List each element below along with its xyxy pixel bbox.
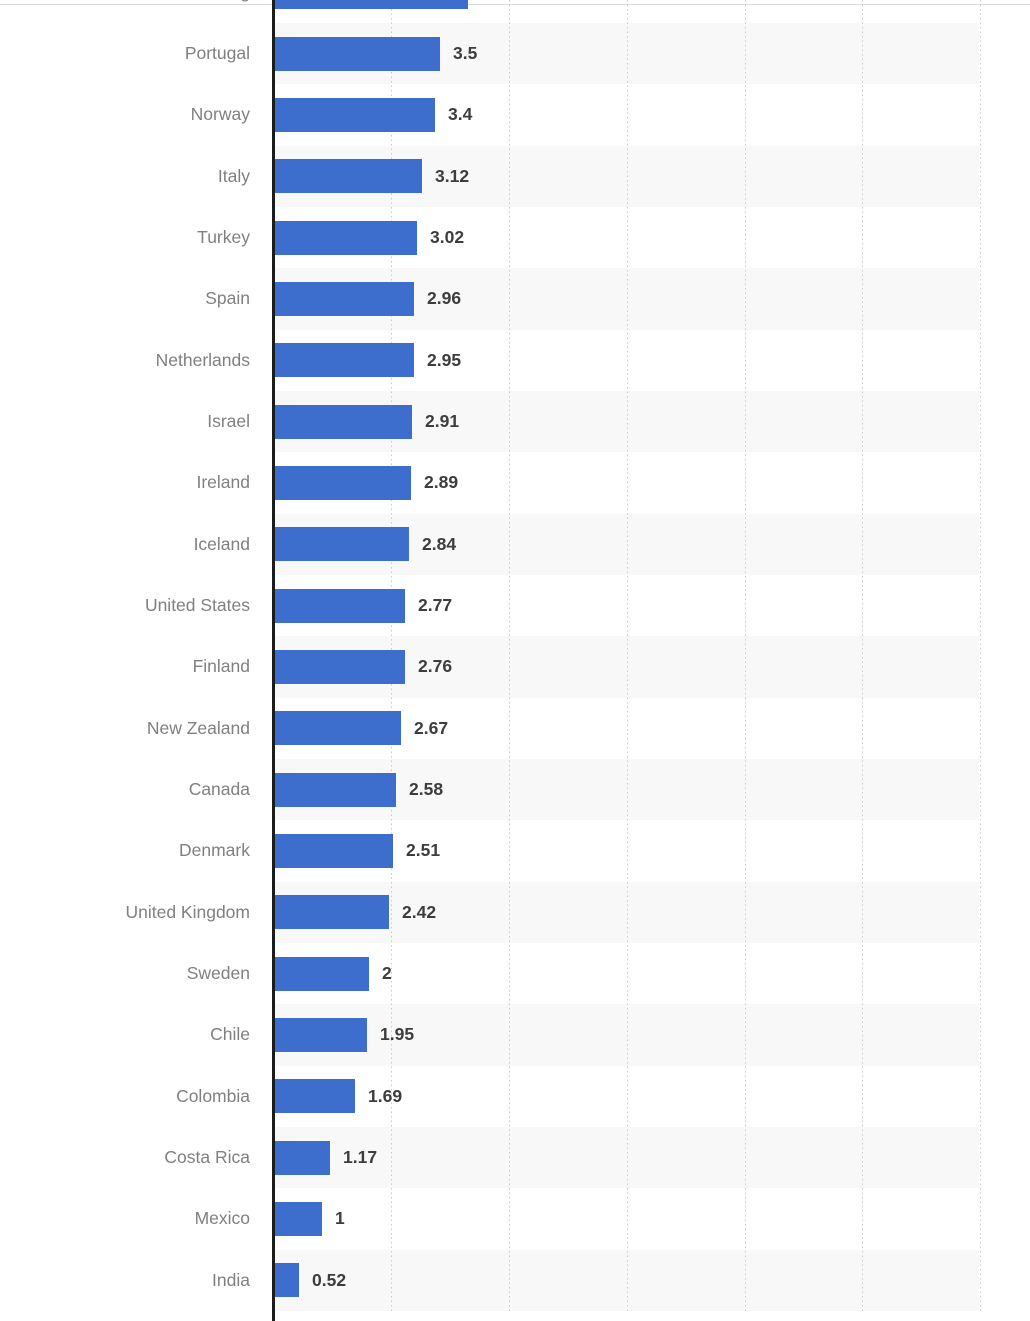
category-label: United States (144, 594, 250, 615)
bar (275, 36, 440, 71)
bar (275, 281, 414, 316)
category-label: g (0, 0, 250, 23)
bar (275, 772, 396, 807)
category-label: New Zealand (146, 717, 250, 738)
value-label: 3.12 (435, 165, 470, 186)
category-label: Sweden (186, 962, 250, 983)
value-label: 2.96 (427, 288, 462, 309)
bar (275, 1140, 330, 1175)
bar (275, 527, 409, 562)
bar (275, 343, 414, 378)
value-label: 1.95 (380, 1024, 415, 1045)
value-label: 2.58 (409, 778, 444, 799)
bar (275, 1201, 322, 1236)
category-label: Canada (188, 778, 250, 799)
category-label: Netherlands (155, 349, 250, 370)
bar (275, 833, 393, 868)
bar (275, 404, 412, 439)
category-label: Denmark (179, 840, 250, 861)
category-label: Israel (207, 410, 250, 431)
value-label: 2.42 (402, 901, 437, 922)
category-label: Portugal (184, 43, 250, 63)
category-label: Spain (205, 288, 250, 309)
bar (275, 1079, 355, 1114)
value-label: 3.5 (453, 43, 478, 63)
value-label: 2.91 (425, 410, 460, 431)
gridline (980, 0, 981, 1311)
value-label: 3.4 (448, 104, 473, 125)
category-label: Italy (217, 165, 250, 186)
category-label: Finland (192, 656, 250, 677)
value-label: 3.02 (430, 226, 465, 247)
value-label: 2.95 (427, 349, 462, 370)
gridline (745, 0, 746, 1311)
value-label: 2.76 (418, 656, 453, 677)
bar (275, 1263, 299, 1298)
bar (275, 711, 401, 746)
gridline (509, 0, 510, 1311)
bar (275, 895, 389, 930)
bar (275, 159, 422, 194)
bar (275, 1017, 367, 1052)
bar (275, 97, 435, 132)
category-label: Iceland (193, 533, 250, 554)
gridline (627, 0, 628, 1311)
bar (275, 0, 468, 10)
value-label: 2.51 (406, 840, 441, 861)
category-label: Colombia (176, 1085, 250, 1106)
value-label: 2.89 (424, 472, 459, 493)
category-label: India (212, 1269, 250, 1290)
category-label: Turkey (197, 226, 250, 247)
top-divider-line (0, 4, 1030, 5)
bar (275, 956, 369, 991)
bar (275, 465, 411, 500)
category-label: Mexico (194, 1208, 250, 1229)
bar (275, 588, 405, 623)
category-label: Ireland (196, 472, 250, 493)
bar (275, 220, 417, 255)
value-label: 1.69 (368, 1085, 403, 1106)
value-label: 1.17 (343, 1146, 378, 1167)
category-label: Chile (210, 1024, 250, 1045)
value-label: 0.52 (312, 1269, 347, 1290)
gridline (862, 0, 863, 1311)
value-label: 1 (335, 1208, 345, 1229)
category-label: United Kingdom (125, 901, 250, 922)
category-label: Norway (190, 104, 250, 125)
value-label: 2.84 (422, 533, 457, 554)
bar (275, 649, 405, 684)
y-axis-line (272, 0, 275, 1321)
value-label: 2.77 (418, 594, 453, 615)
value-label: 2.67 (414, 717, 449, 738)
value-label: 2 (382, 962, 392, 983)
category-label: Costa Rica (164, 1146, 250, 1167)
